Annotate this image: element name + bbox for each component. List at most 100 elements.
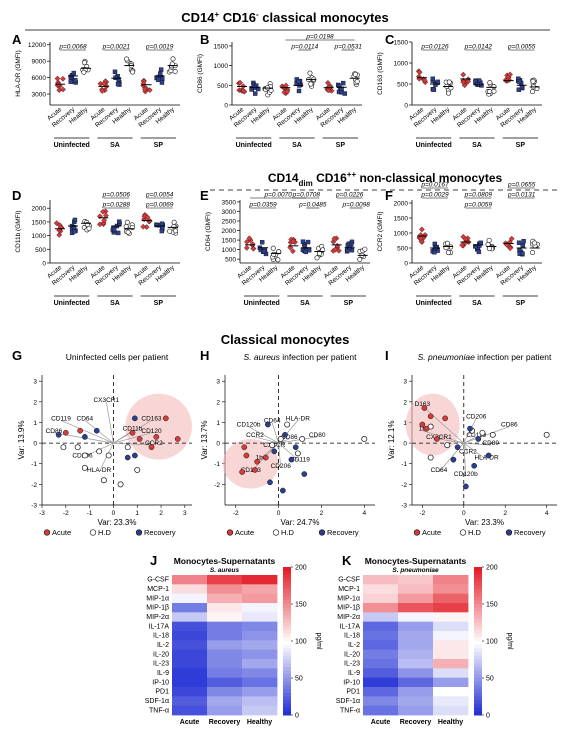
colorbar-segment (474, 685, 482, 690)
heatmap-cell (398, 659, 434, 669)
heatmap-cell (398, 575, 434, 585)
panel-label: B (200, 32, 209, 47)
point-hd (81, 452, 88, 459)
data-point (473, 244, 478, 249)
colorbar-segment (474, 592, 482, 598)
heatmap-cell (207, 668, 243, 679)
colorbar-segment (283, 607, 291, 612)
colorbar-segment (283, 692, 291, 697)
loading-label: CD64 (264, 417, 281, 424)
loading-label: CD119 (51, 415, 71, 422)
data-point (60, 75, 66, 82)
data-point (86, 225, 92, 231)
x-tick-label: -3 (39, 510, 45, 517)
data-point (444, 240, 450, 246)
x-axis-label: Var: 24.7% (281, 518, 320, 527)
data-point (172, 228, 178, 234)
data-point (289, 248, 296, 255)
data-point (421, 77, 428, 84)
y-tick-label: -1 (401, 461, 407, 468)
x-tick-label: -1 (87, 510, 93, 517)
data-point (487, 80, 493, 86)
point-acute (136, 436, 143, 442)
heatmap-row-label: IL-17A (148, 623, 169, 630)
data-point (56, 232, 63, 238)
data-point (354, 79, 360, 85)
x-tick-label: 0 (462, 510, 466, 517)
data-point (146, 87, 153, 93)
y-tick-label: 3 (33, 379, 37, 386)
heatmap-cell (398, 640, 434, 651)
heatmap-cell (433, 640, 469, 651)
heatmap-cell (207, 612, 243, 623)
colorbar-segment (283, 674, 291, 679)
point-hd (361, 436, 368, 442)
heatmap-row-label: TNF-α (340, 707, 360, 714)
data-point (140, 223, 147, 230)
colorbar-segment (283, 618, 291, 623)
point-recovery (292, 444, 299, 451)
point-acute (174, 436, 181, 442)
loading-label: CCR2 (246, 432, 264, 439)
colorbar-segment (474, 659, 482, 664)
panel-G: G Uninfected cells per patient -3 -2 -1 0 1 2 3 -… (12, 348, 192, 537)
heatmap-cell (398, 687, 434, 697)
y-tick-label: 3500 (222, 199, 237, 206)
colorbar-tick-label: 0 (486, 713, 490, 720)
colorbar-segment (283, 574, 291, 579)
p-value: p=0.0708 (292, 192, 321, 199)
colorbar-segment (283, 578, 291, 583)
x-tick-label: 4 (362, 510, 366, 517)
y-tick-label: 3000 (222, 209, 237, 216)
data-point (507, 245, 514, 252)
point-acute (241, 444, 248, 451)
section-title: Classical monocytes (221, 332, 350, 347)
colorbar-unit: pg/ml (315, 632, 322, 650)
data-point (491, 88, 497, 94)
heatmap-cell (363, 584, 399, 595)
point-hd (277, 436, 284, 442)
data-point (460, 79, 467, 86)
data-point (430, 76, 435, 81)
y-tick-label: 0 (403, 441, 407, 448)
y-axis-label: CD86 (GMFI) (197, 54, 204, 93)
group-label: Uninfected (54, 300, 90, 307)
heatmap-row-label: IL-20 (153, 651, 169, 658)
data-point (357, 256, 363, 262)
y-tick-label: 1 (33, 420, 37, 427)
colorbar-tick-label: 100 (486, 639, 498, 646)
data-point (491, 84, 497, 90)
legend-label: H.D (468, 528, 482, 537)
group-label: SA (300, 300, 310, 307)
loading-arrow (422, 430, 464, 444)
data-point (124, 56, 130, 62)
point-acute (62, 429, 69, 436)
heatmap-cell (363, 575, 399, 585)
loading-label: CD120 (141, 428, 162, 435)
heatmap-cell (172, 705, 208, 716)
point-recovery (454, 444, 461, 451)
loading-label: 1b (419, 426, 427, 433)
point-acute (419, 421, 426, 428)
colorbar-segment (283, 633, 291, 638)
y-tick-label: 12000 (28, 42, 46, 49)
y-axis-label: HLA-DR (GMFI) (15, 50, 22, 97)
loading-label: CD86 (46, 428, 63, 435)
x-tick-label: -2 (419, 510, 425, 517)
data-point (325, 80, 331, 86)
data-point (532, 240, 538, 246)
heatmap-cell (172, 603, 208, 613)
data-point (331, 235, 338, 242)
point-recovery (271, 448, 278, 455)
figure-title: CD14+ CD16- classical monocytes (181, 10, 389, 25)
loading-arrow (278, 442, 301, 462)
point-acute (162, 415, 169, 422)
loading-label: CD119 (290, 457, 310, 464)
data-point (246, 235, 253, 242)
colorbar-segment (283, 685, 291, 690)
colorbar-segment (283, 596, 291, 601)
point-acute (262, 454, 269, 461)
heatmap-row-label: MIP-1α (146, 595, 169, 602)
heatmap-cell (207, 677, 243, 688)
